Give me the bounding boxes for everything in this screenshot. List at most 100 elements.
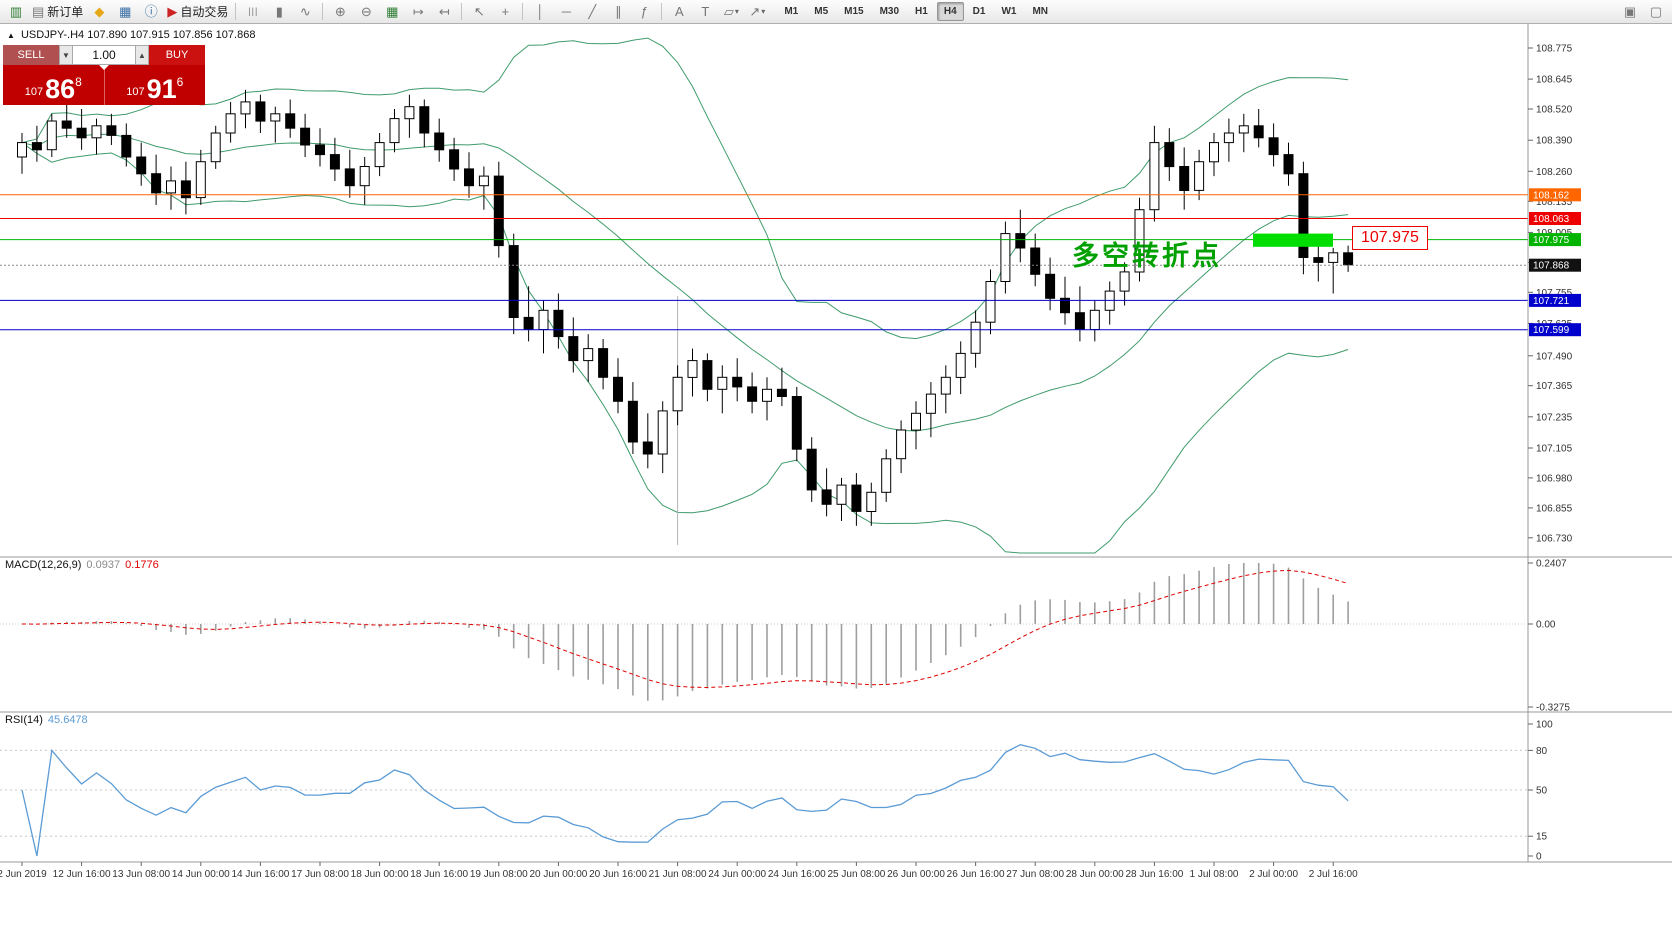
volume-increase-button[interactable]: ▲ xyxy=(135,45,149,65)
symbol-marker-icon: ▲ xyxy=(7,31,15,40)
candle-body xyxy=(46,120,57,151)
axis-label: 2 Jul 16:00 xyxy=(1309,869,1358,880)
timeframe-button-h4[interactable]: H4 xyxy=(936,2,964,21)
text-tool-button[interactable]: A xyxy=(674,4,684,19)
zoom-out-button[interactable]: ⊖ xyxy=(360,4,372,19)
candle-body xyxy=(717,376,728,390)
mql5-market-icon[interactable]: ◆ xyxy=(94,4,105,19)
candle-body xyxy=(270,113,281,122)
timeframe-button-d1[interactable]: D1 xyxy=(972,6,986,17)
candle-body xyxy=(851,484,862,512)
shapes-tool-button[interactable]: ▱ ▾ xyxy=(719,2,743,22)
chevron-down-icon: ▾ xyxy=(734,6,739,16)
candle-body xyxy=(464,168,474,187)
candle-body xyxy=(493,175,504,247)
axis-label: 18 Jun 16:00 xyxy=(410,869,468,880)
arrows-tool-button[interactable]: ↗ ▾ xyxy=(745,2,769,22)
price-callout-label[interactable]: 107.975 xyxy=(1352,226,1428,250)
axis-label: 13 Jun 08:00 xyxy=(112,869,170,880)
price-tag-107.721 xyxy=(1529,293,1581,307)
auto-scroll-button[interactable]: ↦ xyxy=(412,4,424,19)
timeframe-button-m30[interactable]: M30 xyxy=(879,6,900,17)
window-new-icon[interactable]: ▢ xyxy=(1649,4,1663,19)
candle-body xyxy=(687,360,698,378)
axis-label: 0.2407 xyxy=(1536,559,1567,570)
bar-chart-button[interactable]: ||| xyxy=(248,6,259,16)
cursor-tool-button[interactable]: ↖ xyxy=(473,4,485,19)
chart-annotation-text[interactable]: 多空转折点 xyxy=(1072,241,1222,272)
sell-price-figure: 107 xyxy=(24,86,44,98)
candle-body xyxy=(911,412,921,431)
sell-price-button[interactable]: 107 86 8 xyxy=(3,65,105,105)
macd-main-value: 0.0937 xyxy=(86,559,121,571)
bollinger-middle-band[interactable] xyxy=(21,133,1349,432)
axis-label: 2 Jun 2019 xyxy=(0,869,47,880)
axis-label: 108.162 xyxy=(1533,190,1570,201)
info-icon[interactable]: ⓘ xyxy=(144,4,158,19)
candle-body xyxy=(657,410,668,455)
bollinger-lower-band[interactable] xyxy=(21,142,1349,554)
axis-label: 107.721 xyxy=(1533,296,1570,307)
axis-label: 108.390 xyxy=(1536,136,1573,147)
buy-price-button[interactable]: 107 91 6 xyxy=(104,65,205,105)
candle-body xyxy=(255,101,266,122)
buy-price-figure: 107 xyxy=(126,86,145,98)
candle-body xyxy=(1268,137,1279,156)
macd-signal-line xyxy=(21,569,1349,689)
candle-body xyxy=(389,118,400,144)
line-chart-button[interactable]: ∿ xyxy=(299,4,311,19)
vertical-line-tool-button[interactable]: │ xyxy=(536,4,545,19)
candle-body xyxy=(76,127,87,139)
axis-label: 17 Jun 08:00 xyxy=(291,869,349,880)
axis-label: 108.520 xyxy=(1536,105,1573,116)
sell-button[interactable]: SELL xyxy=(3,45,59,65)
timeframe-button-w1[interactable]: W1 xyxy=(1001,6,1017,17)
shapes-icon: ▱ xyxy=(723,4,734,19)
bollinger-upper-band[interactable] xyxy=(21,37,1349,340)
axis-label: 107.599 xyxy=(1533,325,1570,336)
timeframe-button-mn[interactable]: MN xyxy=(1032,6,1048,17)
new-order-icon: ▤ xyxy=(32,4,45,19)
tile-windows-button[interactable]: ▦ xyxy=(386,4,399,19)
timeframe-button-h1[interactable]: H1 xyxy=(915,6,928,17)
candle-body xyxy=(180,180,191,199)
chart-shift-button[interactable]: ↤ xyxy=(438,4,450,19)
fibonacci-tool-button[interactable]: ƒ xyxy=(640,4,648,19)
timeframe-button-m1[interactable]: M1 xyxy=(784,6,799,17)
charts-icon[interactable]: ▦ xyxy=(119,4,132,19)
axis-label: 107.235 xyxy=(1536,412,1573,423)
timeframe-button-m15[interactable]: M15 xyxy=(844,6,864,17)
axis-label: 27 Jun 08:00 xyxy=(1006,869,1064,880)
axis-label: 15 xyxy=(1536,832,1548,843)
timeframe-button-m5[interactable]: M5 xyxy=(814,6,829,17)
candle-body xyxy=(1194,161,1205,191)
auto-trading-label: 自动交易 xyxy=(180,4,229,19)
crosshair-tool-button[interactable]: + xyxy=(501,4,510,19)
candle-body xyxy=(1343,252,1354,266)
toolbar-separator xyxy=(322,3,324,20)
macd-indicator-label: MACD(12,26,9) 0.0937 0.1776 xyxy=(5,559,159,571)
buy-button[interactable]: BUY xyxy=(149,45,205,65)
volume-input[interactable]: 1.00 xyxy=(73,45,135,65)
highlight-rectangle[interactable] xyxy=(1253,233,1333,247)
channel-tool-button[interactable]: ∥ xyxy=(615,4,622,19)
candle-body xyxy=(478,175,489,187)
candle-body xyxy=(866,491,877,512)
horizontal-line-tool-button[interactable]: ─ xyxy=(561,4,571,19)
candle-body xyxy=(940,376,951,395)
auto-trading-button[interactable]: ▶ 自动交易 xyxy=(165,2,230,22)
candle-body xyxy=(508,245,519,319)
trendline-tool-button[interactable]: ╱ xyxy=(588,4,597,19)
price-tag-107.599 xyxy=(1529,323,1581,337)
new-order-button[interactable]: ▤ 新订单 xyxy=(30,2,85,22)
axis-label: 14 Jun 16:00 xyxy=(231,869,289,880)
candlestick-chart-button[interactable]: ▮ xyxy=(275,4,283,19)
zoom-in-button[interactable]: ⊕ xyxy=(334,4,346,19)
window-restore-icon[interactable]: ▣ xyxy=(1623,4,1637,19)
candle-body xyxy=(553,309,564,338)
candle-body xyxy=(449,149,460,170)
volume-decrease-button[interactable]: ▼ xyxy=(59,45,73,65)
axis-label: 100 xyxy=(1536,720,1553,731)
text-label-tool-button[interactable]: T xyxy=(701,4,710,19)
candle-body xyxy=(1179,166,1190,191)
